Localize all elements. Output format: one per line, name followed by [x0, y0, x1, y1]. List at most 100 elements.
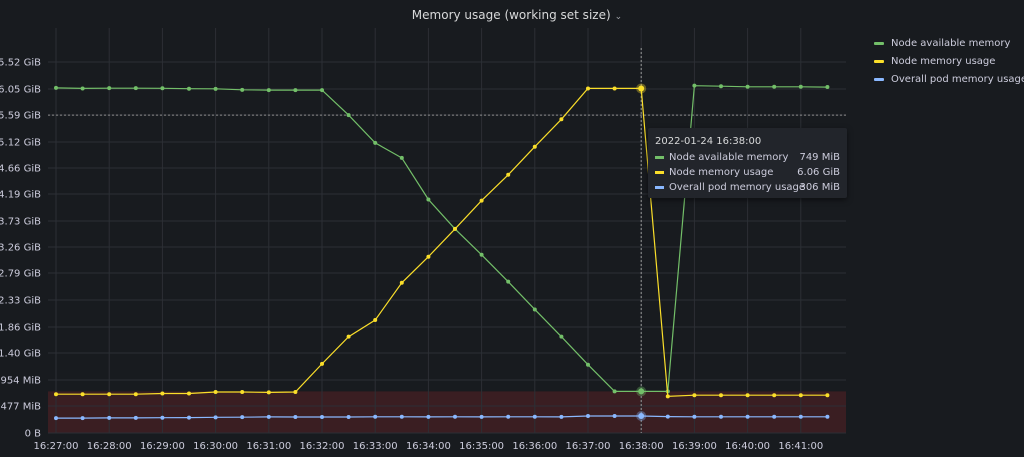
data-point — [559, 414, 564, 419]
x-tick-label: 16:40:00 — [725, 441, 770, 452]
legend-swatch — [874, 77, 884, 81]
y-tick-label: 2.33 GiB — [0, 296, 41, 307]
series-line-1 — [56, 87, 828, 398]
x-tick-label: 16:37:00 — [566, 441, 611, 452]
x-tick-label: 16:36:00 — [512, 441, 557, 452]
data-point — [213, 86, 218, 91]
tooltip-time: 2022-01-24 16:38:00 — [655, 136, 762, 147]
data-point — [373, 317, 378, 322]
chevron-down-icon[interactable]: ⌄ — [614, 12, 623, 22]
x-tick-label: 16:33:00 — [353, 441, 398, 452]
x-tick-label: 16:28:00 — [87, 441, 132, 452]
data-point — [293, 88, 298, 93]
y-tick-label: 5.12 GiB — [0, 138, 41, 149]
data-point — [559, 117, 564, 122]
tooltip-swatch — [655, 155, 664, 159]
tooltip-row-node-available-memory: Node available memory 749 MiB — [655, 150, 840, 165]
data-point — [798, 84, 803, 89]
data-point — [187, 391, 191, 396]
data-point — [532, 307, 537, 312]
data-point — [825, 393, 830, 398]
data-point — [373, 414, 378, 419]
data-point — [213, 390, 218, 395]
data-point — [612, 414, 617, 419]
y-tick-label: 4.66 GiB — [0, 164, 41, 175]
data-point — [240, 390, 245, 395]
data-point — [187, 86, 191, 91]
x-tick-label: 16:29:00 — [140, 441, 185, 452]
data-point — [293, 390, 298, 395]
data-point — [825, 85, 830, 90]
series-line-0 — [55, 85, 828, 392]
y-tick-label: 3.73 GiB — [0, 217, 41, 228]
series-line-2 — [56, 415, 828, 419]
data-point — [453, 414, 457, 419]
data-point — [719, 84, 723, 89]
x-tick-label: 16:38:00 — [619, 441, 664, 452]
data-point — [665, 414, 670, 419]
y-tick-label: 3.26 GiB — [0, 243, 41, 254]
data-point — [798, 393, 803, 398]
legend-item-overall-pod-memory-usage[interactable]: Overall pod memory usage — [874, 71, 1024, 89]
data-point — [346, 415, 351, 420]
y-tick-label: 5.52 GiB — [0, 58, 41, 69]
data-point — [719, 393, 723, 398]
data-point — [745, 414, 750, 419]
data-point — [346, 334, 351, 339]
data-point — [133, 392, 138, 397]
legend-item-node-memory-usage[interactable]: Node memory usage — [874, 53, 1024, 71]
data-point — [745, 393, 750, 398]
hover-point — [638, 388, 645, 395]
x-tick-label: 16:35:00 — [459, 441, 504, 452]
x-tick-label: 16:27:00 — [34, 441, 79, 452]
panel-title-text: Memory usage (working set size) — [411, 8, 611, 22]
y-tick-label: 6.05 GiB — [0, 85, 41, 96]
panel-title[interactable]: Memory usage (working set size) ⌄ — [0, 8, 1024, 22]
data-point — [559, 334, 564, 339]
y-tick-label: 0 B — [25, 429, 42, 440]
legend-item-node-available-memory[interactable]: Node available memory — [874, 35, 1024, 53]
data-point — [133, 415, 138, 420]
tooltip-label: Node memory usage — [669, 167, 774, 178]
y-tick-label: 954 MiB — [0, 376, 41, 387]
x-tick-label: 16:31:00 — [246, 441, 291, 452]
data-point — [692, 414, 697, 419]
tooltip-label: Node available memory — [669, 152, 789, 163]
data-point — [240, 87, 245, 92]
data-point — [399, 280, 404, 285]
legend-label: Node available memory — [891, 38, 1011, 49]
data-point — [373, 140, 378, 145]
tooltip-label: Overall pod memory usage — [669, 182, 806, 193]
data-point — [612, 86, 617, 91]
data-point — [692, 83, 697, 88]
tooltip-swatch — [655, 185, 664, 189]
data-point — [107, 86, 112, 91]
data-point — [160, 415, 165, 420]
data-point — [745, 84, 750, 89]
data-point — [825, 414, 830, 419]
hover-point — [638, 85, 645, 92]
data-point — [399, 155, 404, 160]
data-point — [320, 361, 324, 366]
x-tick-label: 16:34:00 — [406, 441, 451, 452]
data-point — [479, 198, 484, 203]
data-point — [479, 252, 484, 257]
data-point — [266, 390, 271, 395]
tooltip-value: 6.06 GiB — [797, 167, 840, 178]
x-tick-label: 16:30:00 — [193, 441, 238, 452]
data-point — [612, 389, 617, 394]
data-point — [506, 172, 511, 177]
legend-label: Overall pod memory usage — [891, 74, 1024, 85]
tooltip-row-overall-pod-memory-usage: Overall pod memory usage 306 MiB — [655, 180, 840, 195]
data-point — [798, 414, 803, 419]
data-point — [213, 415, 218, 420]
data-point — [80, 86, 85, 91]
data-point — [107, 415, 112, 420]
data-point — [346, 113, 351, 118]
data-point — [692, 393, 697, 398]
data-point — [160, 86, 165, 91]
data-point — [586, 86, 590, 91]
data-point — [426, 414, 431, 419]
